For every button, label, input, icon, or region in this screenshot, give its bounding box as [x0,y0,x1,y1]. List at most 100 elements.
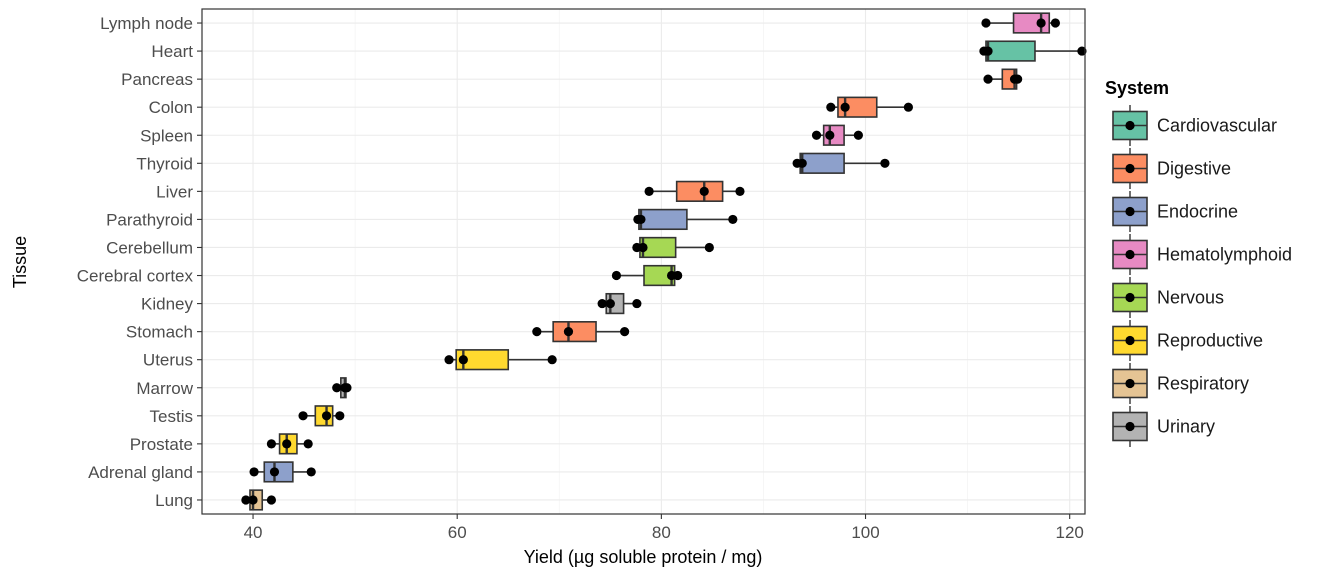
data-point [444,355,454,365]
data-point [269,467,280,477]
data-point [563,327,574,337]
y-tick-label: Stomach [126,323,193,342]
data-point [673,270,683,281]
legend-key-point [1125,421,1135,432]
data-point [826,102,836,112]
legend-item-endocrine: Endocrine [1112,191,1238,232]
box-spleen [811,124,863,146]
x-axis: 40 60 80 100 120 [244,514,1084,542]
y-tick-label: Lung [155,491,193,510]
box-parathyroid [633,208,738,231]
data-point [983,46,993,56]
legend-item-hematolymphoid: Hematolymphoid [1112,234,1292,275]
box-prostate [266,433,313,455]
data-point [981,18,991,28]
data-point [620,327,630,337]
box-liver [644,180,745,202]
data-point [797,158,807,168]
data-point [303,439,313,449]
data-point [241,495,251,505]
y-tick-label: Testis [150,407,193,426]
y-tick-label: Uterus [143,351,193,370]
y-tick-label: Parathyroid [106,210,193,229]
data-point [547,355,557,365]
data-point [458,355,468,365]
box-lung [241,489,277,511]
box-iqr [985,40,1036,62]
legend-label: Hematolymphoid [1157,245,1292,265]
y-tick-label: Thyroid [136,154,193,173]
data-point [335,411,345,421]
legend-item-cardiovascular: Cardiovascular [1112,105,1277,146]
legend-item-digestive: Digestive [1112,148,1231,189]
legend-key-point [1125,206,1135,217]
data-point [704,242,714,253]
y-tick-label: Colon [149,98,193,117]
data-point [728,214,738,225]
y-tick-label: Adrenal gland [88,463,193,482]
data-point [266,439,277,449]
y-tick-label: Kidney [141,295,193,314]
data-point [1077,46,1087,56]
data-point [282,439,292,449]
box-kidney [597,292,642,315]
data-point [699,186,709,196]
y-axis-title: Tissue [10,236,30,288]
box-adrenal-gland [249,461,316,483]
panel-border [201,8,1086,515]
data-point [1013,74,1023,84]
legend-title: System [1105,78,1169,98]
plot-area [241,12,1087,511]
legend-item-respiratory: Respiratory [1112,363,1249,404]
box-colon [826,96,914,118]
box-lymph-node [981,12,1060,34]
box-stomach [532,321,630,343]
legend-key-point [1125,163,1135,174]
data-point [632,298,642,309]
x-tick-label: 60 [448,523,467,542]
legend-key-point [1125,120,1135,131]
data-point [1050,18,1060,28]
legend-label: Endocrine [1157,202,1238,222]
legend-label: Cardiovascular [1157,116,1277,136]
box-testis [298,405,345,427]
x-axis-title: Yield (µg soluble protein / mg) [524,547,763,567]
grid-lines [202,9,1085,514]
box-cerebellum [632,236,714,259]
data-point [249,467,259,477]
data-point [1036,18,1046,28]
y-tick-label: Heart [151,42,193,61]
data-point [840,102,850,112]
y-tick-label: Pancreas [121,70,193,89]
legend-key-point [1125,335,1135,346]
box-iqr [552,321,597,343]
data-point [880,158,890,168]
data-point [735,186,745,196]
box-uterus [444,349,557,371]
data-point [298,411,308,421]
x-tick-label: 120 [1056,523,1084,542]
data-point [605,298,615,309]
y-tick-label: Cerebellum [106,238,193,257]
data-point [248,495,258,505]
y-tick-label: Liver [156,182,193,201]
data-point [638,242,648,253]
box-pancreas [983,68,1023,90]
x-tick-label: 40 [244,523,263,542]
legend-item-urinary: Urinary [1112,406,1215,447]
data-point [983,74,993,84]
legend-key-point [1125,378,1135,389]
box-iqr [455,349,510,371]
y-tick-label: Prostate [130,435,193,454]
data-point [332,383,342,393]
legend: System Cardiovascular Digestive Endocrine H… [1105,78,1292,447]
data-point [321,411,332,421]
box-marrow [332,377,352,399]
y-tick-label: Spleen [140,126,193,145]
y-axis: Lymph node Heart Pancreas Colon Spleen Thyroi… [77,14,202,510]
data-point [306,467,316,477]
legend-item-reproductive: Reproductive [1112,320,1263,361]
legend-label: Digestive [1157,159,1231,179]
data-point [853,130,863,140]
